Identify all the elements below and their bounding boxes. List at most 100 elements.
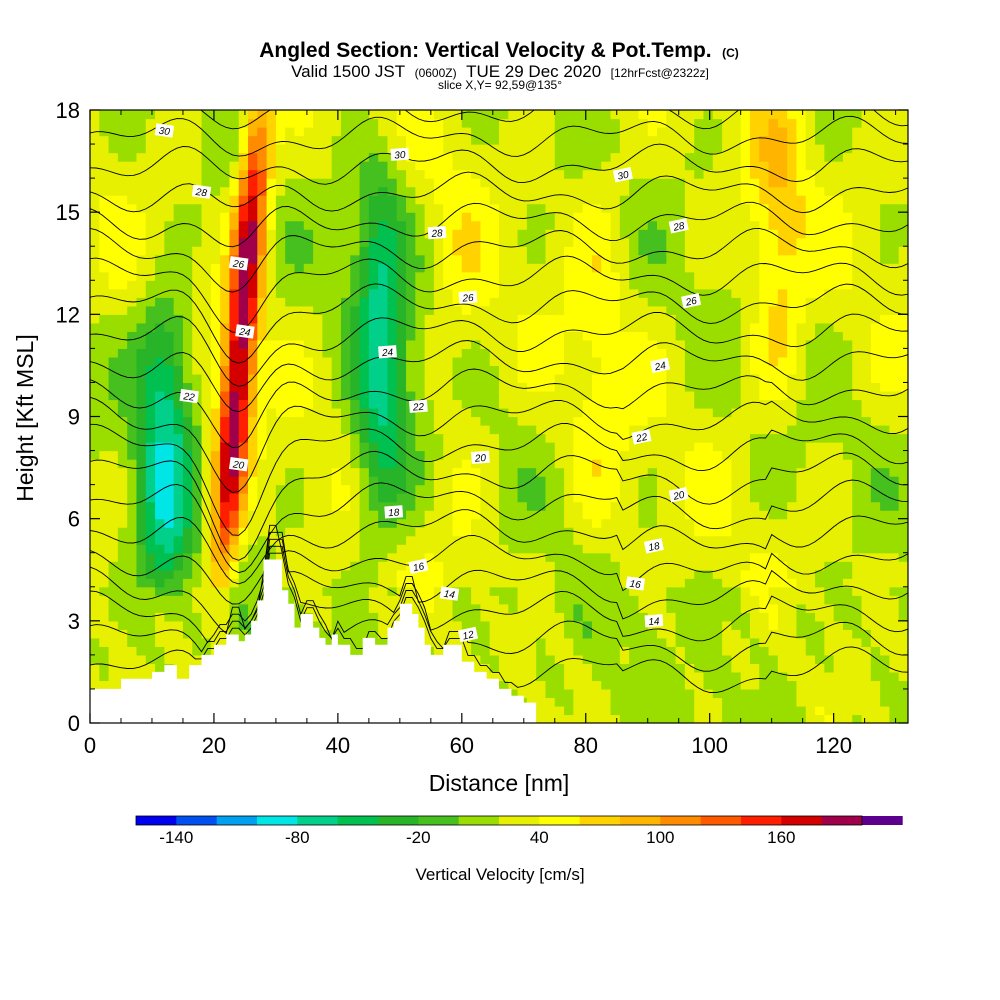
velocity-cell — [331, 331, 342, 341]
velocity-cell — [573, 595, 584, 605]
velocity-cell — [266, 390, 277, 401]
velocity-cell — [406, 203, 416, 213]
velocity-cell — [722, 637, 732, 647]
chart-title: Angled Section: Vertical Velocity & Pot.… — [259, 39, 739, 62]
velocity-cell — [554, 518, 565, 528]
velocity-cell — [285, 186, 296, 196]
velocity-cell — [480, 620, 491, 630]
velocity-cell — [489, 637, 500, 647]
velocity-cell — [210, 407, 221, 418]
velocity-cell — [499, 127, 509, 137]
velocity-cell — [471, 620, 482, 630]
velocity-cell — [591, 322, 602, 332]
velocity-cell — [629, 654, 640, 664]
velocity-cell — [712, 246, 723, 256]
velocity-cell — [471, 544, 482, 554]
velocity-cell — [508, 671, 519, 682]
velocity-cell — [90, 118, 100, 128]
velocity-cell — [108, 365, 119, 375]
velocity-cell — [266, 237, 277, 247]
velocity-cell — [387, 595, 398, 605]
velocity-cell — [378, 373, 389, 384]
velocity-cell — [396, 425, 407, 435]
velocity-cell — [601, 118, 612, 128]
velocity-cell — [722, 510, 732, 520]
velocity-cell — [294, 127, 305, 137]
velocity-cell — [136, 654, 147, 664]
velocity-cell — [517, 203, 528, 213]
velocity-cell — [303, 442, 314, 452]
velocity-cell — [526, 178, 537, 188]
velocity-cell — [396, 254, 407, 264]
velocity-cell — [675, 714, 686, 723]
velocity-cell — [415, 263, 426, 273]
velocity-cell — [220, 186, 231, 196]
velocity-cell — [155, 297, 165, 307]
velocity-cell — [443, 263, 454, 273]
velocity-cell — [266, 127, 277, 137]
velocity-cell — [536, 586, 547, 596]
velocity-cell — [564, 220, 574, 230]
velocity-cell — [201, 493, 212, 503]
velocity-cell — [155, 569, 165, 579]
velocity-cell — [117, 612, 128, 622]
velocity-cell — [675, 348, 686, 358]
velocity-cell — [582, 373, 593, 384]
velocity-cell — [275, 203, 286, 213]
velocity-cell — [536, 680, 547, 690]
velocity-cell — [182, 476, 193, 486]
velocity-cell — [694, 544, 705, 554]
velocity-cell — [127, 288, 138, 298]
velocity-cell — [508, 390, 519, 401]
velocity-cell — [722, 407, 732, 418]
velocity-cell — [340, 620, 351, 630]
velocity-cell — [499, 195, 509, 205]
velocity-cell — [554, 152, 565, 162]
velocity-cell — [285, 484, 296, 494]
velocity-cell — [313, 152, 323, 162]
velocity-cell — [331, 476, 342, 486]
velocity-cell — [350, 433, 361, 443]
velocity-cell — [303, 586, 314, 596]
velocity-cell — [712, 484, 723, 494]
velocity-cell — [489, 620, 500, 630]
velocity-cell — [192, 237, 203, 247]
velocity-cell — [285, 322, 296, 332]
velocity-cell — [489, 212, 500, 222]
velocity-cell — [703, 569, 714, 579]
chart-title-unit: (C) — [722, 46, 739, 60]
velocity-cell — [294, 390, 305, 401]
velocity-cell — [201, 118, 212, 128]
velocity-cell — [136, 501, 147, 511]
velocity-cell — [499, 535, 509, 545]
velocity-cell — [155, 186, 165, 196]
velocity-cell — [703, 552, 714, 562]
velocity-cell — [433, 203, 444, 213]
velocity-cell — [582, 297, 593, 307]
velocity-cell — [99, 178, 110, 188]
velocity-cell — [257, 407, 268, 418]
velocity-cell — [90, 280, 100, 290]
velocity-cell — [722, 442, 732, 452]
velocity-cell — [294, 254, 305, 264]
velocity-cell — [182, 254, 193, 264]
velocity-cell — [722, 416, 732, 426]
velocity-cell — [564, 484, 574, 494]
velocity-cell — [619, 493, 630, 503]
velocity-cell — [517, 467, 528, 477]
velocity-cell — [359, 229, 370, 239]
velocity-cell — [545, 654, 556, 664]
velocity-cell — [536, 348, 547, 358]
velocity-cell — [443, 442, 454, 452]
velocity-cell — [117, 637, 128, 647]
velocity-cell — [238, 569, 249, 579]
velocity-cell — [331, 263, 342, 273]
velocity-cell — [173, 229, 184, 239]
velocity-cell — [657, 450, 667, 460]
velocity-cell — [145, 612, 156, 622]
velocity-cell — [564, 501, 574, 511]
velocity-cell — [229, 595, 240, 605]
velocity-cell — [601, 280, 612, 290]
velocity-cell — [684, 467, 695, 477]
velocity-cell — [508, 186, 519, 196]
